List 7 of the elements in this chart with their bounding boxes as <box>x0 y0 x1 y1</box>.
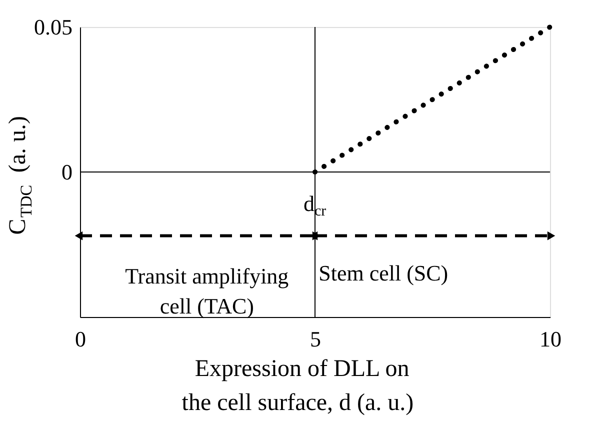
x-tick-label: 10 <box>540 326 562 352</box>
x-axis-title: Expression of DLL on the cell surface, d (a. u.) <box>182 356 414 416</box>
annotation: Stem cell (SC) <box>318 260 448 286</box>
annotation: Transit amplifying cell (TAC) <box>125 263 289 318</box>
x-tick-label: 5 <box>310 326 321 352</box>
y-tick-label: 0.05 <box>34 14 72 40</box>
y-axis-title: CTDC (a. u.) <box>5 116 36 235</box>
